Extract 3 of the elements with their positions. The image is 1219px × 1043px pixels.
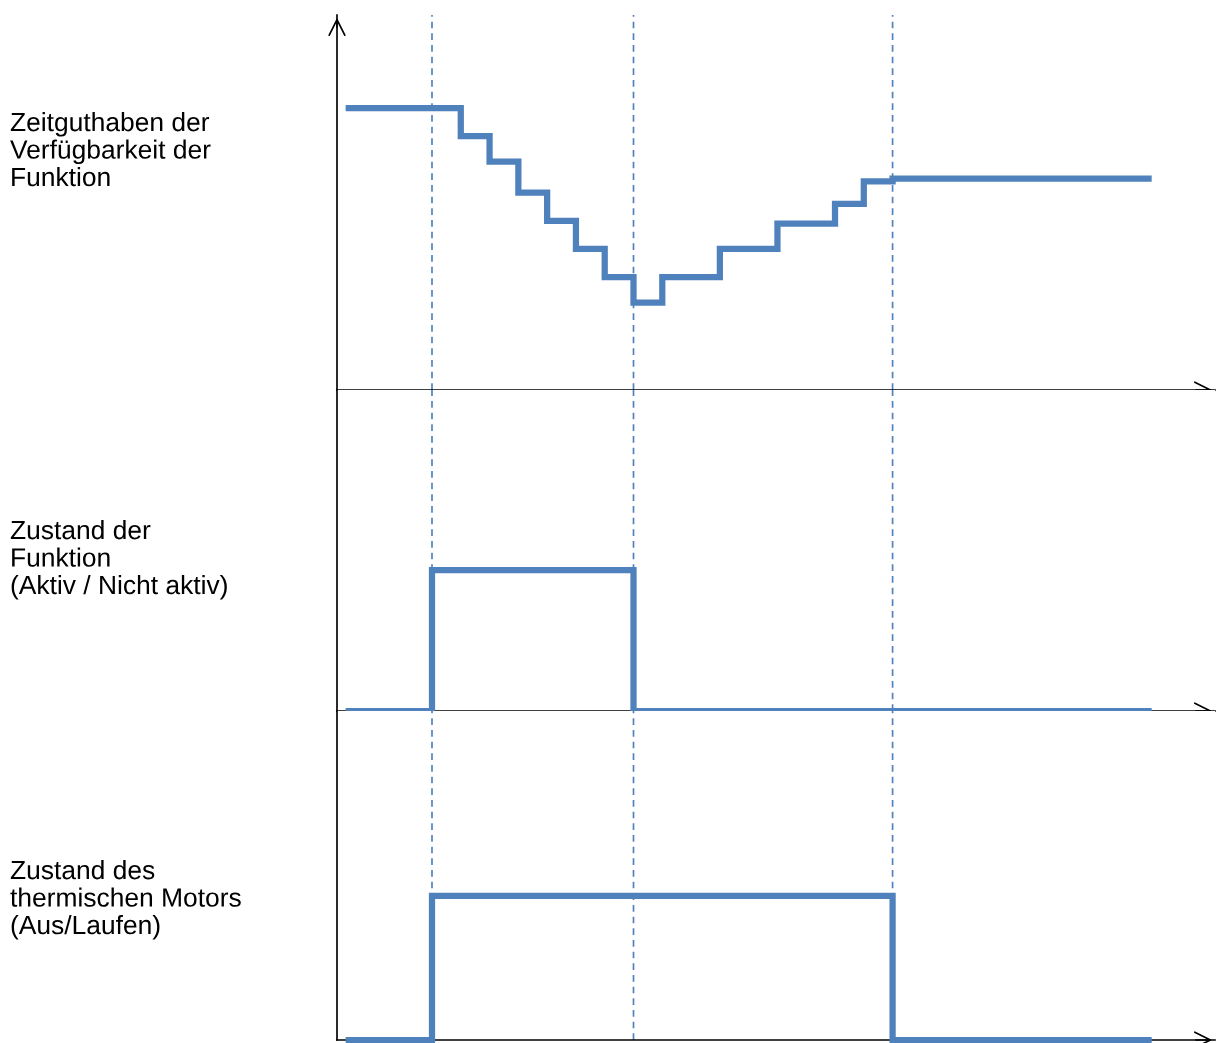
y-axis-title: Zustand der Funktion (Aktiv / Nicht aktiv): [10, 520, 227, 600]
y-axis-title: Zustand des thermischen Motors (Aus/Laufen): [10, 860, 241, 940]
y-axis-title: Zeitguthaben der Verfügbarkeit der Funktion: [10, 112, 211, 187]
